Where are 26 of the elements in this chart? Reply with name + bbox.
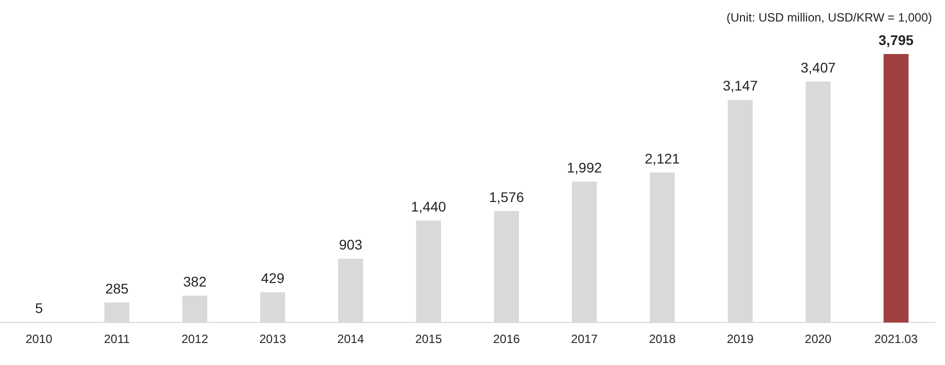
x-tick-label: 2019 — [726, 332, 754, 346]
data-label: 3,795 — [878, 32, 914, 48]
x-tick-label: 2018 — [648, 332, 676, 346]
data-label: 2,121 — [644, 150, 680, 166]
data-label: 3,147 — [722, 78, 758, 94]
data-label: 429 — [261, 270, 285, 286]
x-tick-label: 2015 — [415, 332, 442, 346]
data-label: 285 — [105, 280, 129, 296]
data-label: 382 — [183, 273, 207, 290]
x-tick-label: 2013 — [259, 332, 286, 346]
bar — [884, 54, 909, 323]
x-tick-label: 2011 — [104, 332, 130, 346]
data-label: 1,992 — [566, 159, 602, 176]
data-label: 3,407 — [800, 59, 836, 76]
x-tick-label: 2016 — [493, 332, 520, 346]
x-tick-label: 2021.03 — [874, 332, 918, 346]
data-label: 1,576 — [488, 188, 524, 205]
data-label: 1,440 — [411, 198, 446, 215]
x-tick-label: 2020 — [804, 332, 832, 346]
data-label: 903 — [338, 236, 363, 253]
x-tick-label: 2014 — [337, 332, 364, 346]
x-tick-label: 2012 — [181, 332, 208, 346]
text: (Unit: USD million, USD/KRW = 1,000) — [726, 10, 932, 24]
data-label: 5 — [35, 300, 44, 316]
x-tick-label: 2017 — [571, 332, 598, 346]
x-tick-label: 2010 — [26, 332, 53, 346]
